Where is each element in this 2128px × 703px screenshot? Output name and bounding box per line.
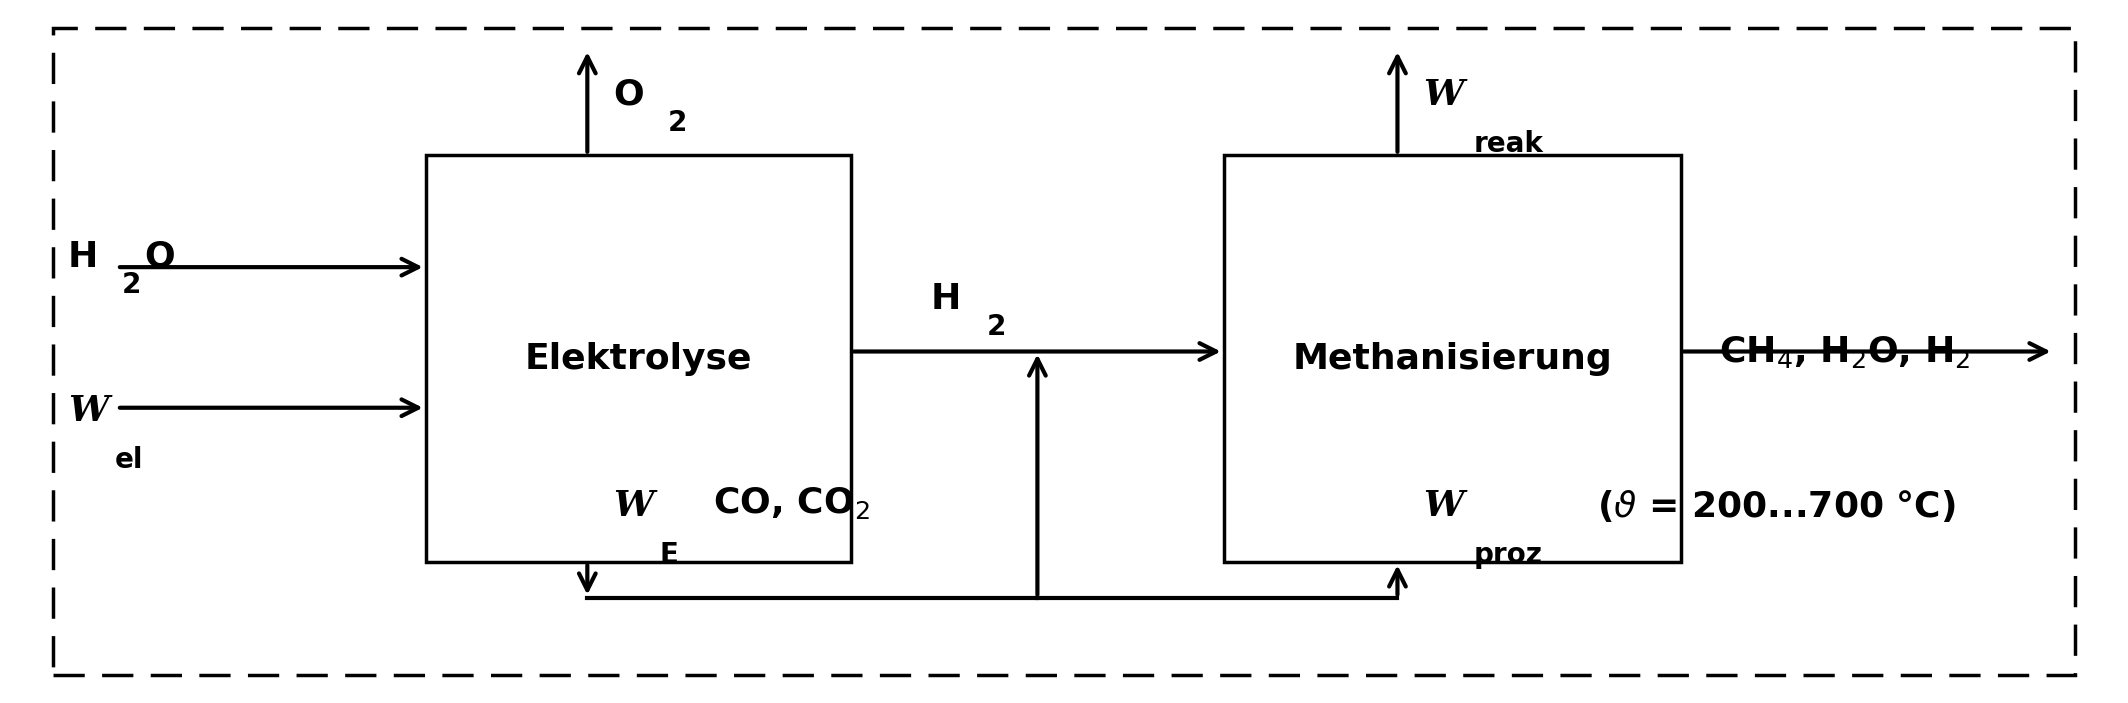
Text: H: H	[68, 240, 98, 273]
Text: O: O	[613, 78, 643, 112]
Text: CO, CO$_2$: CO, CO$_2$	[713, 484, 870, 521]
Text: Methanisierung: Methanisierung	[1292, 342, 1613, 375]
Text: W: W	[68, 394, 109, 428]
Text: W: W	[1424, 78, 1464, 112]
Text: W: W	[613, 489, 653, 523]
Text: W: W	[1424, 489, 1464, 523]
Text: E: E	[660, 541, 679, 569]
Text: Elektrolyse: Elektrolyse	[526, 342, 751, 375]
Text: 2: 2	[668, 109, 687, 137]
Text: el: el	[115, 446, 143, 475]
Bar	[1224, 155, 1681, 562]
Text: O: O	[145, 240, 174, 273]
Text: CH$_4$, H$_2$O, H$_2$: CH$_4$, H$_2$O, H$_2$	[1719, 333, 1971, 370]
Text: ($\vartheta$ = 200...700 °C): ($\vartheta$ = 200...700 °C)	[1598, 488, 1956, 524]
Text: 2: 2	[121, 271, 140, 299]
Text: H: H	[932, 282, 962, 316]
Bar	[426, 155, 851, 562]
Text: reak: reak	[1475, 130, 1545, 158]
Text: proz: proz	[1475, 541, 1543, 569]
Text: 2: 2	[987, 313, 1007, 341]
